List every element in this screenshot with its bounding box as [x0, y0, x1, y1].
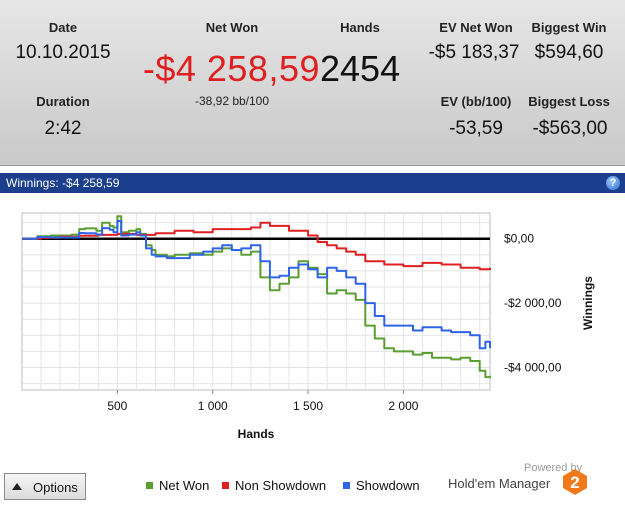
biggest-loss-value: -$563,00 [532, 118, 608, 139]
x-tick-label: 500 [107, 399, 127, 413]
legend-non-showdown-label: Non Showdown [235, 478, 327, 493]
powered-by-branding: Powered by Hold'em Manager 2 [448, 462, 588, 498]
session-summary-panel: Date 10.10.2015 Duration 2:42 Net Won -$… [0, 0, 625, 166]
y-tick-label: -$4 000,00 [504, 360, 562, 374]
duration-value: 2:42 [44, 118, 82, 139]
series-line-non-showdown [22, 221, 491, 271]
x-axis-label: Hands [238, 427, 275, 441]
ev-bb-label: EV (bb/100) [440, 94, 512, 109]
legend-showdown-label: Showdown [356, 478, 420, 493]
powered-by-text: Powered by [524, 462, 583, 474]
legend-net-won: Net Won [146, 478, 209, 493]
date-value: 10.10.2015 [15, 42, 111, 63]
winnings-panel-titlebar: Winnings: -$4 258,59 ? [0, 173, 625, 193]
ev-net-won-label: EV Net Won [439, 20, 513, 35]
legend-showdown: Showdown [343, 478, 420, 493]
product-name: Hold'em Manager [448, 476, 551, 491]
y-tick-label: $0,00 [504, 232, 534, 246]
showdown-swatch [343, 482, 350, 489]
biggest-win-value: $594,60 [534, 42, 604, 63]
legend-non-showdown: Non Showdown [222, 478, 326, 493]
ev-bb-value: -53,59 [449, 118, 503, 139]
series-line-showdown [22, 220, 491, 350]
series-line-net-won [22, 215, 491, 379]
bb-per-100-value: -38,92 bb/100 [194, 94, 270, 108]
help-icon[interactable]: ? [606, 176, 620, 190]
y-tick-label: -$2 000,00 [504, 296, 562, 310]
hm2-logo-icon: 2 [563, 469, 587, 495]
net-won-swatch [146, 482, 153, 489]
x-axis-ticks: 500 1 000 1 500 2 000 [107, 390, 419, 413]
winnings-panel-title: Winnings: -$4 258,59 [6, 176, 120, 190]
plot-area [21, 212, 491, 391]
winnings-chart-svg: 500 1 000 1 500 2 000 $0,00 -$2 000,00 -$4 00… [21, 212, 595, 441]
hands-value: 2454 [320, 48, 401, 89]
date-label: Date [48, 20, 78, 35]
logo-digit: 2 [570, 473, 579, 492]
series-group [22, 215, 491, 379]
winnings-chart: 500 1 000 1 500 2 000 $0,00 -$2 000,00 -$4 00… [0, 193, 625, 504]
hands-label: Hands [340, 20, 380, 35]
options-button[interactable]: Options [4, 473, 86, 500]
legend-net-won-label: Net Won [159, 478, 210, 493]
duration-label: Duration [36, 94, 90, 109]
options-label: Options [33, 480, 78, 495]
biggest-loss-label: Biggest Loss [528, 94, 610, 109]
x-tick-label: 1 000 [198, 399, 228, 413]
y-axis-ticks: $0,00 -$2 000,00 -$4 000,00 [504, 232, 562, 375]
biggest-win-label: Biggest Win [531, 20, 607, 35]
y-axis-label: Winnings [581, 276, 595, 330]
x-tick-label: 2 000 [388, 399, 418, 413]
triangle-up-icon [12, 483, 22, 490]
net-won-value: -$4 258,59 [142, 48, 320, 89]
net-won-label: Net Won [205, 20, 259, 35]
non-showdown-swatch [222, 482, 229, 489]
ev-net-won-value: -$5 183,37 [428, 42, 520, 63]
x-tick-label: 1 500 [293, 399, 323, 413]
